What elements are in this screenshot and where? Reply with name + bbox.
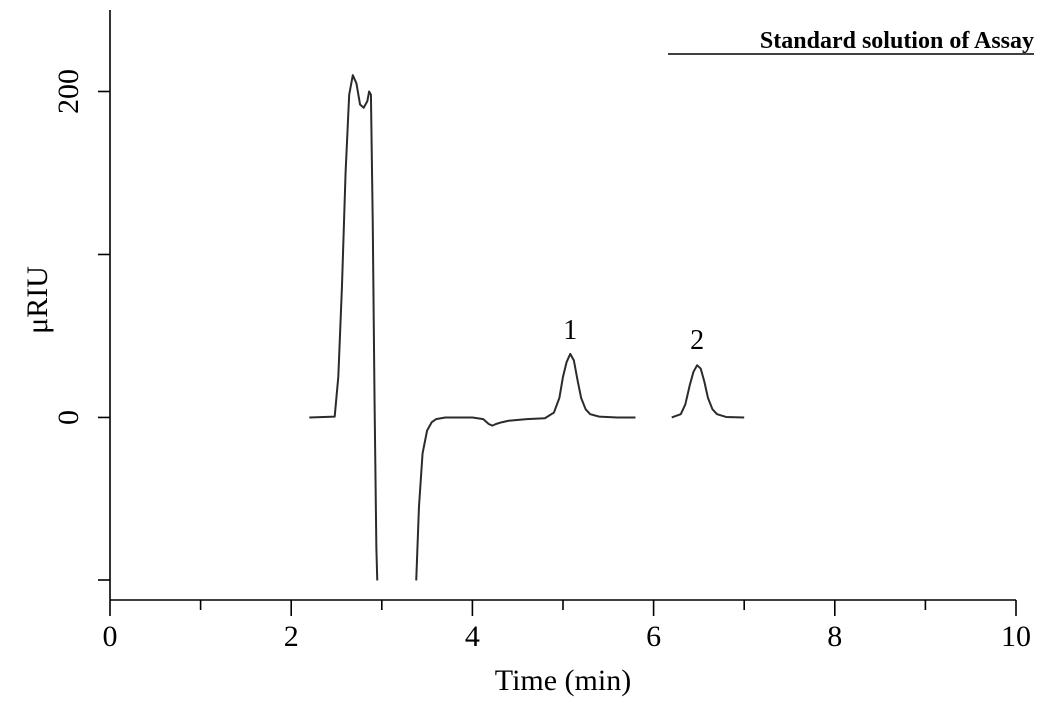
x-axis-label: Time (min) [495,664,631,697]
plot-area [309,75,1016,580]
axes [109,10,1016,601]
x-axis-ticks: 0 2 4 6 8 10 [103,600,1031,653]
y-axis-label: μRIU [21,266,54,334]
x-tick-label: 6 [646,620,661,653]
y-axis-ticks: 0 200 [52,69,110,581]
x-tick-label: 10 [1001,620,1031,653]
chart-title: Standard solution of Assay [760,28,1034,54]
x-tick-label: 0 [103,620,118,653]
x-tick-label: 4 [465,620,480,653]
chromatogram-trace [309,75,1016,580]
x-tick-label: 8 [827,620,842,653]
y-tick-label: 200 [52,69,85,114]
x-tick-label: 2 [284,620,299,653]
peak-label: 2 [690,325,704,356]
peak-label: 1 [563,315,577,346]
y-tick-label: 0 [52,410,85,425]
